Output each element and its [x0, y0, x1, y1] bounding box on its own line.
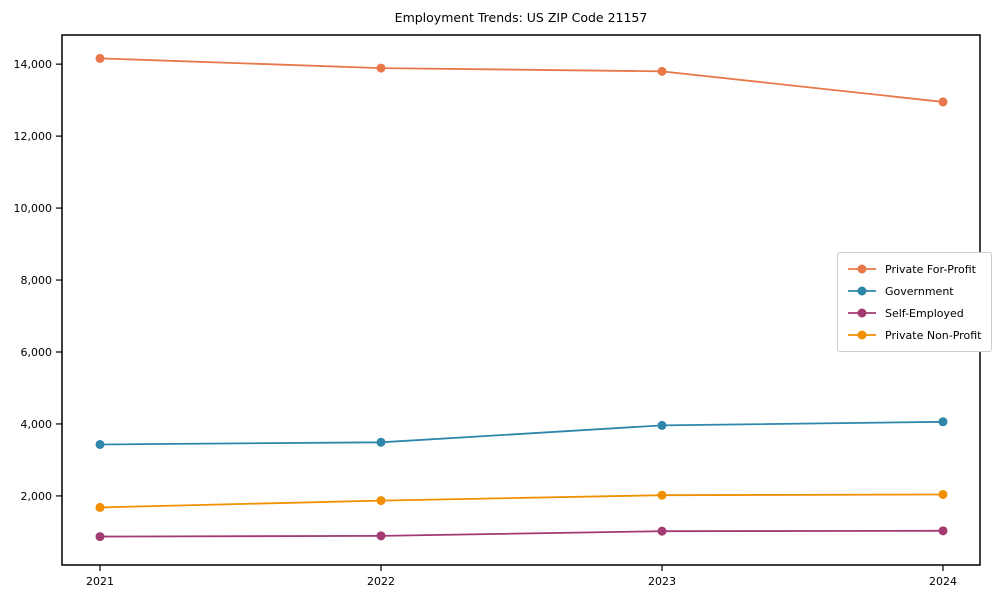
data-point-private-non-profit-2022 [376, 496, 386, 506]
series-line-government [99, 420, 944, 446]
x-tick-label: 2023 [648, 575, 676, 588]
legend-entry: Private Non-Profit [847, 326, 981, 344]
data-point-government-2024 [938, 417, 948, 427]
data-point-private-non-profit-2021 [95, 502, 105, 512]
legend-line-marker-icon [848, 330, 876, 340]
series-line-private-for-profit [99, 57, 944, 103]
x-tick-label: 2024 [929, 575, 957, 588]
data-point-self-employed-2021 [95, 532, 105, 542]
data-point-private-non-profit-2023 [657, 490, 667, 500]
y-tick-label: 10,000 [14, 202, 53, 215]
y-tick-label: 2,000 [21, 490, 53, 503]
chart-legend: Private For-Profit Government Self-Employe… [837, 252, 993, 352]
legend-entry: Self-Employed [847, 304, 981, 322]
y-tick-label: 4,000 [21, 418, 53, 431]
data-point-government-2023 [657, 420, 667, 430]
legend-label: Self-Employed [885, 306, 964, 320]
data-point-private-for-profit-2023 [657, 66, 667, 76]
data-point-private-for-profit-2021 [95, 53, 105, 63]
data-point-self-employed-2023 [657, 526, 667, 536]
data-point-government-2022 [376, 437, 386, 447]
legend-entry: Government [847, 282, 981, 300]
legend-line-marker-icon [848, 308, 876, 318]
legend-label: Government [885, 284, 954, 298]
x-tick-label: 2022 [367, 575, 395, 588]
y-tick-label: 8,000 [21, 274, 53, 287]
legend-label: Private Non-Profit [885, 328, 982, 342]
data-point-self-employed-2024 [938, 526, 948, 536]
legend-label: Private For-Profit [885, 262, 976, 276]
series-line-self-employed [99, 529, 944, 538]
data-point-private-for-profit-2024 [938, 97, 948, 107]
y-tick-label: 12,000 [14, 130, 53, 143]
series-line-private-non-profit [99, 493, 944, 509]
y-tick-label: 14,000 [14, 58, 53, 71]
data-point-private-non-profit-2024 [938, 489, 948, 499]
chart-title: Employment Trends: US ZIP Code 21157 [394, 10, 648, 25]
data-point-private-for-profit-2022 [376, 63, 386, 73]
legend-line-marker-icon [848, 286, 876, 296]
legend-entry: Private For-Profit [847, 260, 981, 278]
x-tick-label: 2021 [86, 575, 114, 588]
legend-line-marker-icon [848, 264, 876, 274]
data-point-self-employed-2022 [376, 531, 386, 541]
y-tick-label: 6,000 [21, 346, 53, 359]
data-point-government-2021 [95, 439, 105, 449]
